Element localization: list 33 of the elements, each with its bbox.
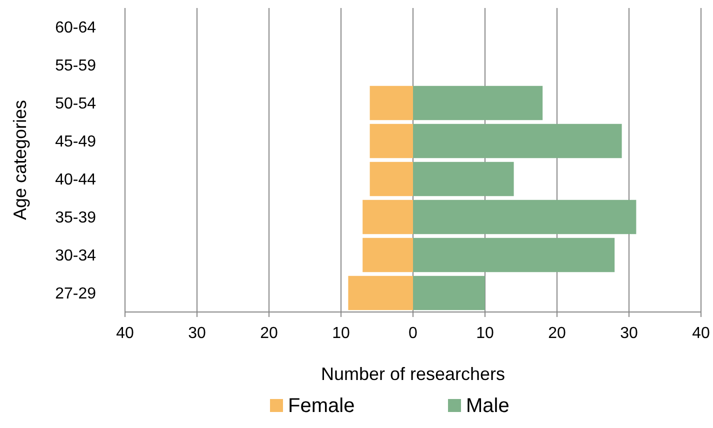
bar [370,124,413,158]
bar [413,200,636,234]
bar [413,276,485,310]
bar [370,162,413,196]
bar [413,86,543,120]
x-axis-title: Number of researchers [320,364,506,384]
x-tick-label: 30 [188,325,206,342]
y-tick-label: 27-29 [55,286,96,303]
bar [362,238,413,272]
x-tick-label: 10 [476,325,494,342]
x-tick-label: 20 [260,325,278,342]
y-axis-title: Age categories [10,100,30,220]
bar [413,162,514,196]
y-tick-label: 30-34 [55,248,96,265]
x-tick-label: 0 [408,325,418,342]
y-tick-label: 35-39 [55,210,96,227]
y-tick-label: 40-44 [55,172,96,189]
y-tick-label: 45-49 [55,134,96,151]
x-tick-label: 40 [692,325,710,342]
y-tick-label: 50-54 [55,96,96,113]
bar [362,200,413,234]
x-tick-label: 20 [548,325,566,342]
y-tick-label: 55-59 [55,58,96,75]
bar [370,86,413,120]
y-tick-label: 60-64 [55,20,96,37]
x-tick-label: 30 [620,325,638,342]
legend-label: Male [466,395,510,417]
x-tick-label: 40 [116,325,134,342]
legend-label: Female [288,395,355,417]
bar [413,238,615,272]
bar [413,124,622,158]
bar [348,276,413,310]
x-tick-label: 10 [332,325,350,342]
